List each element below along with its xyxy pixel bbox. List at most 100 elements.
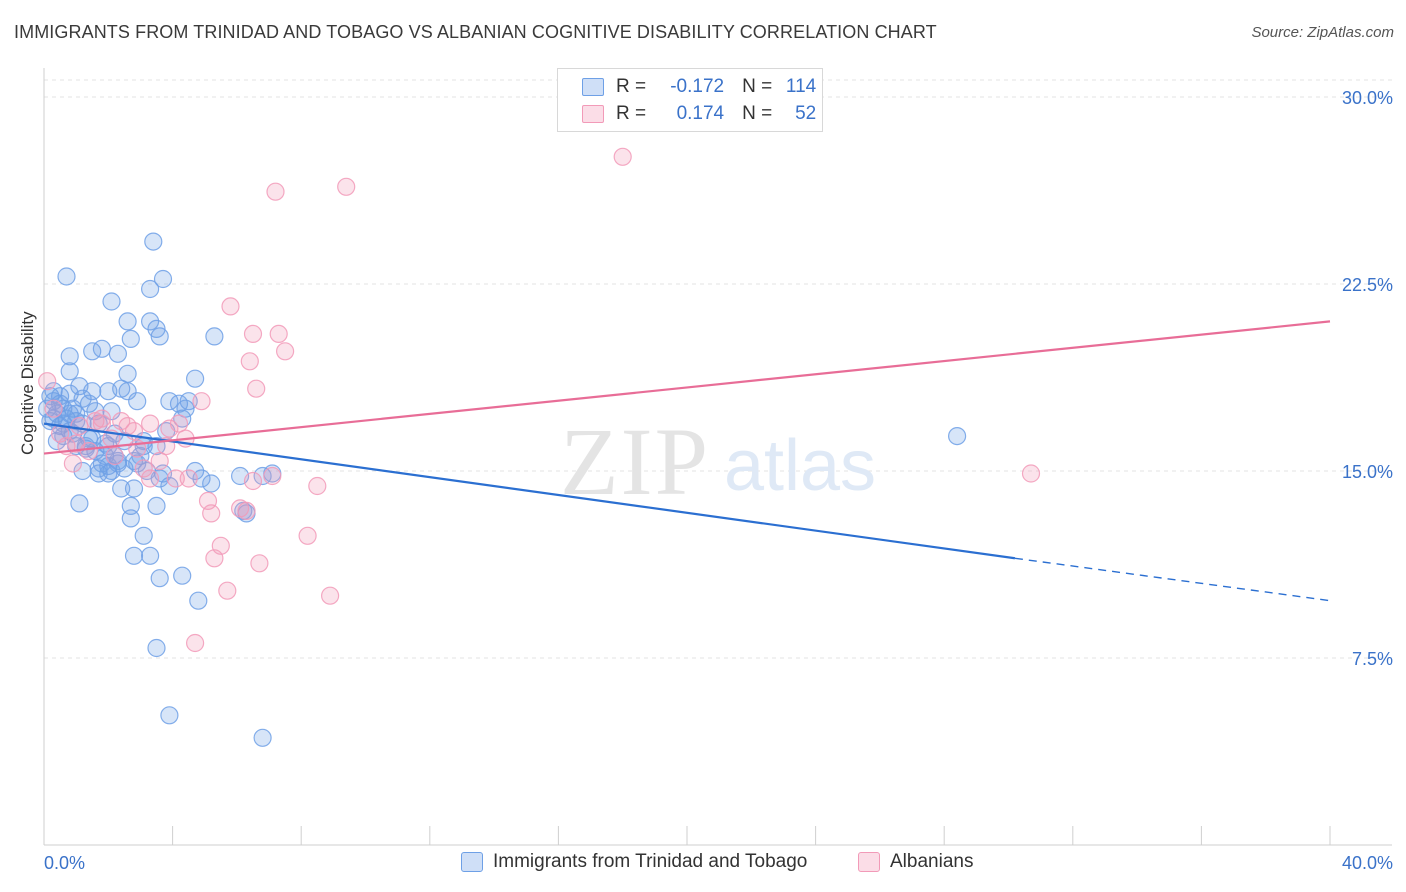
data-points xyxy=(38,147,1041,747)
legend-swatch-blue xyxy=(461,852,483,872)
point-immigrants xyxy=(108,344,128,363)
point-immigrants xyxy=(144,232,163,251)
point-albanians xyxy=(237,501,256,520)
point-albanians xyxy=(218,581,237,600)
point-albanians xyxy=(141,469,160,488)
point-albanians xyxy=(243,324,263,343)
point-albanians xyxy=(92,409,112,428)
point-immigrants xyxy=(102,292,121,311)
n-label: N = xyxy=(742,103,773,124)
point-immigrants xyxy=(141,546,160,565)
y-tick-label: 7.5% xyxy=(1352,649,1393,669)
point-immigrants xyxy=(150,569,169,588)
point-immigrants xyxy=(121,329,140,348)
trend-line-albanians xyxy=(43,320,1331,455)
point-albanians xyxy=(1021,464,1041,483)
point-albanians xyxy=(202,504,221,523)
y-tick-label: 30.0% xyxy=(1342,88,1393,108)
point-albanians xyxy=(266,182,285,201)
point-albanians xyxy=(613,147,632,166)
point-albanians xyxy=(67,434,86,453)
n-label: N = xyxy=(742,76,773,97)
tick-labels: 7.5% 15.0% 22.5% 30.0% 0.0% 40.0% xyxy=(44,88,1393,873)
legend-item-albanians[interactable]: Albanians xyxy=(858,851,973,873)
r-value: 0.174 xyxy=(676,103,725,124)
trend-line-immigrants-extension xyxy=(1014,557,1331,602)
point-immigrants xyxy=(124,546,144,565)
point-immigrants xyxy=(112,479,131,498)
trend-lines xyxy=(43,320,1331,602)
point-immigrants xyxy=(141,312,160,331)
point-albanians xyxy=(92,414,112,433)
axes xyxy=(43,68,1392,846)
point-albanians xyxy=(70,417,89,436)
point-albanians xyxy=(150,451,169,471)
point-immigrants xyxy=(147,496,166,515)
point-immigrants xyxy=(60,362,79,381)
point-immigrants xyxy=(153,269,173,289)
n-value: 114 xyxy=(785,76,817,97)
point-immigrants xyxy=(102,402,121,421)
point-albanians xyxy=(240,352,259,371)
watermark: ZIP atlas xyxy=(560,408,876,515)
point-immigrants xyxy=(160,476,179,496)
watermark-atlas: atlas xyxy=(724,426,876,506)
y-tick-label: 15.0% xyxy=(1342,462,1393,482)
point-immigrants xyxy=(173,409,192,428)
point-albanians xyxy=(337,177,356,196)
point-albanians xyxy=(250,554,269,573)
point-immigrants xyxy=(150,327,169,346)
point-albanians xyxy=(263,466,282,486)
r-label: R = xyxy=(616,103,647,124)
point-immigrants xyxy=(253,728,272,747)
point-immigrants xyxy=(141,279,160,299)
point-immigrants xyxy=(73,389,92,408)
point-immigrants xyxy=(121,496,140,515)
point-immigrants xyxy=(60,347,79,366)
point-albanians xyxy=(269,324,288,343)
point-immigrants xyxy=(179,392,198,411)
point-albanians xyxy=(141,414,160,433)
point-immigrants xyxy=(147,638,166,658)
point-immigrants xyxy=(57,267,76,286)
point-immigrants xyxy=(118,312,137,331)
x-tick-label: 0.0% xyxy=(44,853,85,873)
point-immigrants xyxy=(160,706,179,725)
trend-line-immigrants xyxy=(43,422,1016,560)
point-albanians xyxy=(247,379,266,398)
correlation-legend: R = -0.172 N = 114 R = 0.174 N = 52 xyxy=(557,68,823,132)
legend-label: Immigrants from Trinidad and Tobago xyxy=(493,851,808,872)
legend-swatch-pink xyxy=(582,105,604,123)
point-albanians xyxy=(192,392,211,411)
point-immigrants xyxy=(99,464,118,483)
point-albanians xyxy=(221,297,240,316)
point-immigrants xyxy=(83,342,102,361)
point-immigrants xyxy=(205,327,224,346)
r-value: -0.172 xyxy=(670,76,725,97)
legend-item-immigrants[interactable]: Immigrants from Trinidad and Tobago xyxy=(461,851,807,873)
legend-row-albanians: R = 0.174 N = 52 xyxy=(558,101,816,127)
series-legend: Immigrants from Trinidad and Tobago Alba… xyxy=(0,851,1406,877)
point-albanians xyxy=(166,469,185,488)
point-albanians xyxy=(38,372,57,391)
point-albanians xyxy=(211,536,230,555)
legend-swatch-blue xyxy=(582,78,604,96)
point-albanians xyxy=(169,414,189,433)
point-immigrants xyxy=(947,427,967,446)
n-value: 52 xyxy=(795,103,817,124)
legend-swatch-pink xyxy=(858,852,880,872)
point-albanians xyxy=(105,446,124,466)
point-albanians xyxy=(298,526,317,545)
r-label: R = xyxy=(616,76,647,97)
y-tick-label: 22.5% xyxy=(1342,275,1393,295)
point-immigrants xyxy=(128,392,147,411)
point-immigrants xyxy=(83,382,102,401)
point-immigrants xyxy=(124,479,144,498)
point-albanians xyxy=(243,471,263,491)
point-immigrants xyxy=(189,591,208,610)
point-albanians xyxy=(308,476,327,496)
point-immigrants xyxy=(173,566,192,585)
point-immigrants xyxy=(118,364,137,383)
legend-label: Albanians xyxy=(890,851,974,872)
